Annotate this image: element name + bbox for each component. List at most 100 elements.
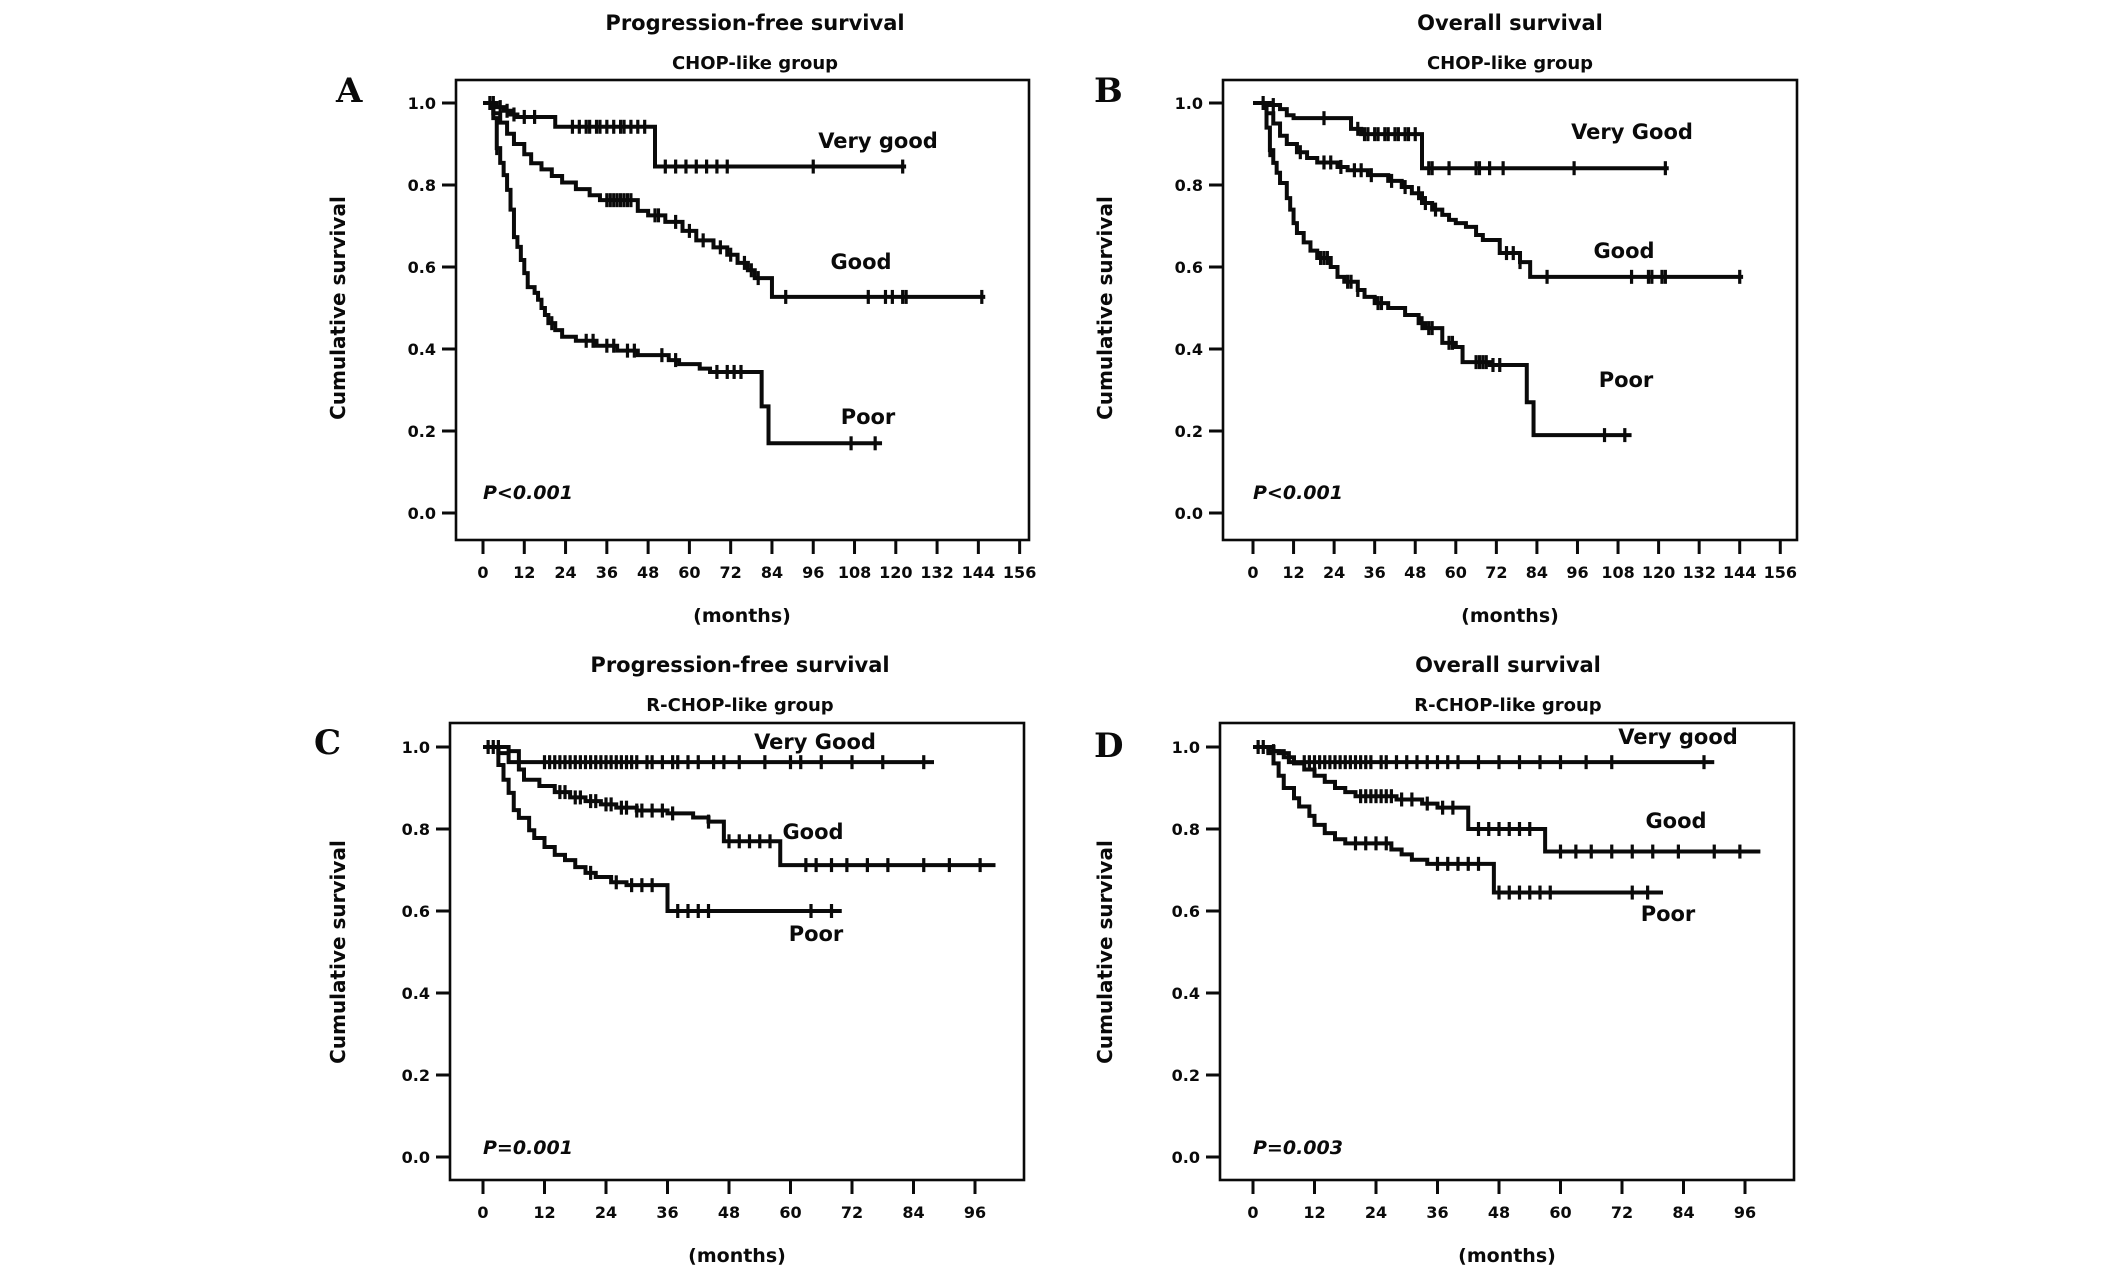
panel-d-overall-survival-rchop-chart: Overall survival R-CHOP-like group 1.0 0.8 0… <box>1093 653 1796 1267</box>
curve-label-good: Good <box>1593 239 1654 263</box>
curve-label-poor: Poor <box>841 405 896 429</box>
panel-b-overall-survival-chop-chart: Overall survival CHOP-like group 1.0 0.8 0.6… <box>1093 11 1799 627</box>
x-tick-label: 0 <box>1247 563 1258 582</box>
x-tick-label: 36 <box>656 1203 678 1222</box>
x-tick-label: 132 <box>1682 563 1715 582</box>
km-curve-poor <box>483 745 842 913</box>
x-tick-label: 12 <box>513 563 535 582</box>
km-curve-good <box>483 101 986 299</box>
x-tick-label: 36 <box>596 563 618 582</box>
y-tick-label: 0.2 <box>402 1066 430 1085</box>
x-tick-label: 48 <box>1488 1203 1510 1222</box>
plot-box <box>454 78 1031 542</box>
plot-box <box>1218 721 1796 1182</box>
p-value-label: P<0.001 <box>1253 482 1343 504</box>
y-tick-label: 1.0 <box>402 738 430 757</box>
p-value-label: P<0.001 <box>483 482 573 504</box>
x-tick-label: 24 <box>1323 563 1345 582</box>
x-tick-label: 12 <box>1282 563 1304 582</box>
x-tick-label: 48 <box>1404 563 1426 582</box>
y-tick-label: 0.2 <box>408 422 436 441</box>
y-tick-label: 0.8 <box>408 176 436 195</box>
x-tick-label: 0 <box>1247 1203 1258 1222</box>
p-value-label: P=0.003 <box>1253 1137 1343 1159</box>
x-tick-label: 60 <box>1445 563 1467 582</box>
curve-label-very-good: Very Good <box>754 730 876 754</box>
km-curve-poor <box>1253 745 1663 895</box>
x-tick-label: 156 <box>1764 563 1797 582</box>
curve-label-very-good: Very good <box>1618 725 1738 749</box>
x-tick-label: 96 <box>802 563 824 582</box>
curve-label-good: Good <box>1645 809 1706 833</box>
x-tick-label: 36 <box>1426 1203 1448 1222</box>
curve-label-good: Good <box>782 820 843 844</box>
y-tick-label: 0.6 <box>402 902 430 921</box>
y-tick-label: 0.6 <box>1172 902 1200 921</box>
panel-title: Overall survival <box>1417 11 1603 35</box>
curve-label-poor: Poor <box>1599 368 1654 392</box>
x-tick-label: 12 <box>1303 1203 1325 1222</box>
x-tick-label: 72 <box>841 1203 863 1222</box>
y-tick-label: 0.0 <box>1175 504 1203 523</box>
panel-subtitle: R-CHOP-like group <box>1414 695 1601 716</box>
y-tick-label: 0.4 <box>1175 340 1203 359</box>
panel-title: Overall survival <box>1415 653 1601 677</box>
x-tick-label: 0 <box>477 563 488 582</box>
x-axis-title: (months) <box>688 1245 786 1267</box>
y-tick-label: 0.8 <box>402 820 430 839</box>
curve-label-very-good: Very good <box>818 129 938 153</box>
y-axis-title: Cumulative survival <box>1093 196 1117 420</box>
x-tick-label: 48 <box>718 1203 740 1222</box>
y-tick-label: 0.6 <box>408 258 436 277</box>
km-curve-poor <box>1253 101 1632 438</box>
x-tick-label: 12 <box>533 1203 555 1222</box>
x-tick-label: 60 <box>678 563 700 582</box>
x-tick-label: 0 <box>477 1203 488 1222</box>
x-tick-label: 24 <box>595 1203 617 1222</box>
y-tick-label: 0.0 <box>1172 1148 1200 1167</box>
x-axis-title: (months) <box>693 605 791 627</box>
panel-a-progression-free-survival-chop-chart: Progression-free survival CHOP-like group… <box>326 11 1036 627</box>
y-axis-title: Cumulative survival <box>1093 840 1117 1064</box>
y-axis-title: Cumulative survival <box>326 840 350 1064</box>
x-tick-label: 24 <box>1365 1203 1387 1222</box>
x-tick-label: 84 <box>1526 563 1548 582</box>
x-tick-label: 36 <box>1364 563 1386 582</box>
y-tick-label: 1.0 <box>1175 94 1203 113</box>
km-curve-very-good <box>1253 745 1715 765</box>
curve-label-poor: Poor <box>1641 902 1696 926</box>
y-tick-label: 0.4 <box>408 340 436 359</box>
y-tick-label: 0.2 <box>1175 422 1203 441</box>
y-tick-label: 0.2 <box>1172 1066 1200 1085</box>
plot-box <box>1221 78 1799 542</box>
x-axis-title: (months) <box>1461 605 1559 627</box>
x-tick-label: 24 <box>554 563 576 582</box>
y-tick-label: 0.4 <box>1172 984 1200 1003</box>
x-tick-label: 72 <box>720 563 742 582</box>
panel-subtitle: CHOP-like group <box>1427 53 1593 74</box>
y-tick-label: 0.6 <box>1175 258 1203 277</box>
x-tick-label: 84 <box>902 1203 924 1222</box>
panel-letter-c: C <box>314 723 342 763</box>
panel-letter-d: D <box>1094 726 1124 766</box>
y-tick-label: 0.0 <box>408 504 436 523</box>
x-tick-label: 120 <box>879 563 912 582</box>
km-curve-very-good <box>483 745 934 765</box>
y-axis-title: Cumulative survival <box>326 196 350 420</box>
x-tick-label: 96 <box>964 1203 986 1222</box>
km-curve-good <box>1253 101 1744 279</box>
x-tick-label: 48 <box>637 563 659 582</box>
curve-label-poor: Poor <box>789 922 844 946</box>
x-tick-label: 96 <box>1566 563 1588 582</box>
p-value-label: P=0.001 <box>483 1137 573 1159</box>
km-curve-poor <box>483 101 883 446</box>
y-tick-label: 0.4 <box>402 984 430 1003</box>
x-tick-label: 144 <box>1723 563 1756 582</box>
y-tick-label: 0.0 <box>402 1148 430 1167</box>
panel-letter-a: A <box>336 71 363 111</box>
y-tick-label: 1.0 <box>408 94 436 113</box>
panel-subtitle: CHOP-like group <box>672 53 838 74</box>
panel-c-progression-free-survival-rchop-chart: Progression-free survival R-CHOP-like gro… <box>326 653 1026 1267</box>
x-tick-label: 144 <box>962 563 995 582</box>
